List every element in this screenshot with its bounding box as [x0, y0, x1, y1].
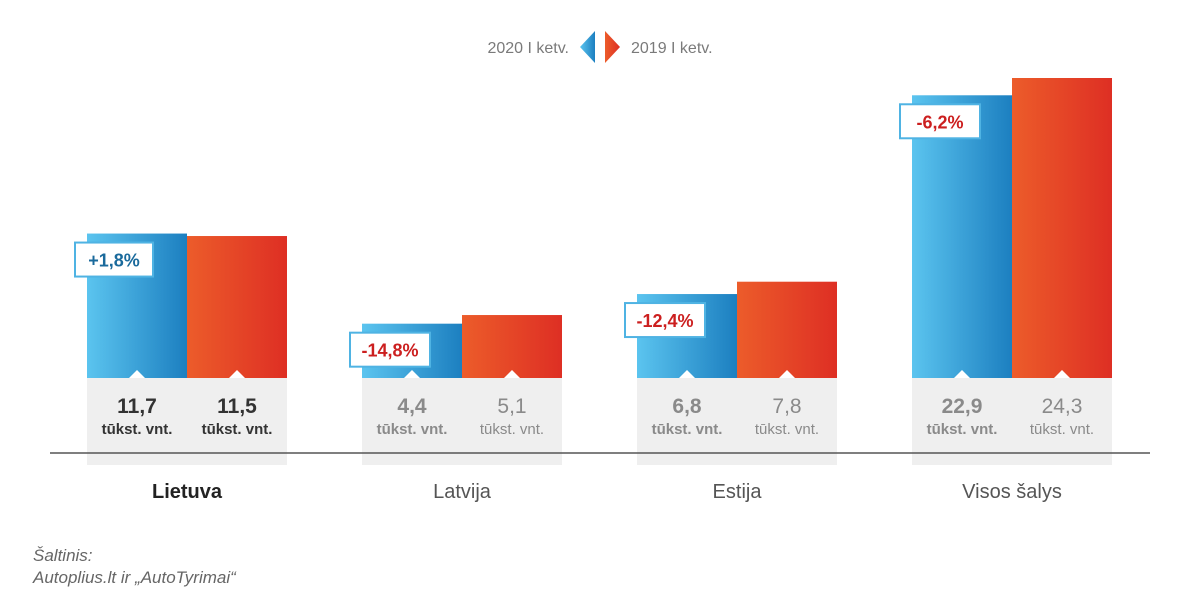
bars	[87, 78, 1112, 379]
change-badge-text: -12,4%	[636, 311, 693, 331]
legend-label-2020: 2020 I ketv.	[487, 40, 569, 57]
unit-label: tūkst. vnt.	[652, 421, 723, 438]
category-band	[87, 378, 287, 465]
bar-notch	[129, 370, 145, 378]
bar-notch	[404, 370, 420, 378]
unit-label: tūkst. vnt.	[202, 421, 273, 438]
category-band	[637, 378, 837, 465]
value-label-2019: 11,5	[217, 395, 257, 418]
legend-label-2019: 2019 I ketv.	[631, 40, 713, 57]
category-label: Visos šalys	[962, 481, 1062, 503]
change-badge-text: -6,2%	[916, 112, 963, 132]
change-badge	[74, 241, 154, 278]
bar-2019	[462, 315, 562, 378]
bar-notch	[229, 370, 245, 378]
change-badge	[624, 302, 706, 339]
unit-label: tūkst. vnt.	[480, 421, 544, 438]
value-label-2019: 7,8	[772, 395, 801, 418]
value-label-2020: 22,9	[942, 395, 983, 418]
bar-2019	[1012, 78, 1112, 378]
bar-notch	[504, 370, 520, 378]
source-text: Autoplius.lt ir „AutoTyrimai“	[33, 568, 236, 587]
unit-label: tūkst. vnt.	[927, 421, 998, 438]
change-badge-text: +1,8%	[88, 251, 140, 271]
change-badge	[899, 103, 981, 140]
value-labels: 11,7 tūkst. vnt. 11,5 tūkst. vnt. 4,4 tūkst. …	[102, 395, 1095, 438]
category-label: Estija	[713, 481, 763, 503]
unit-label: tūkst. vnt.	[377, 421, 448, 438]
bar-notch	[779, 370, 795, 378]
unit-label: tūkst. vnt.	[755, 421, 819, 438]
unit-label: tūkst. vnt.	[1030, 421, 1094, 438]
value-label-2020: 11,7	[117, 395, 157, 418]
value-label-2020: 6,8	[672, 395, 702, 418]
legend: 2020 I ketv. 2019 I ketv.	[487, 31, 713, 63]
category-bands	[87, 378, 1112, 465]
change-badge-text: -14,8%	[361, 341, 418, 361]
bar-notch	[1054, 370, 1070, 378]
legend-marker-2020	[580, 31, 595, 63]
category-band	[362, 378, 562, 465]
category-label: Latvija	[433, 481, 492, 503]
bar-2019	[737, 281, 837, 378]
unit-label: tūkst. vnt.	[102, 421, 173, 438]
bar-2020	[912, 95, 1012, 379]
change-badge	[349, 331, 431, 368]
legend-marker-2019	[605, 31, 620, 63]
change-badges: +1,8% -14,8% -12,4% -6,2%	[74, 103, 981, 368]
source-note: Šaltinis: Autoplius.lt ir „AutoTyrimai“	[33, 545, 236, 589]
bar-notch	[954, 370, 970, 378]
value-label-2020: 4,4	[397, 395, 427, 418]
source-title: Šaltinis:	[33, 546, 93, 565]
category-label: Lietuva	[152, 481, 223, 503]
value-label-2019: 5,1	[497, 395, 526, 418]
bar-notch	[679, 370, 695, 378]
category-labels: Lietuva Latvija Estija Visos šalys	[152, 481, 1062, 503]
value-label-2019: 24,3	[1042, 395, 1083, 418]
bar-2019	[187, 236, 287, 378]
category-band	[912, 378, 1112, 465]
